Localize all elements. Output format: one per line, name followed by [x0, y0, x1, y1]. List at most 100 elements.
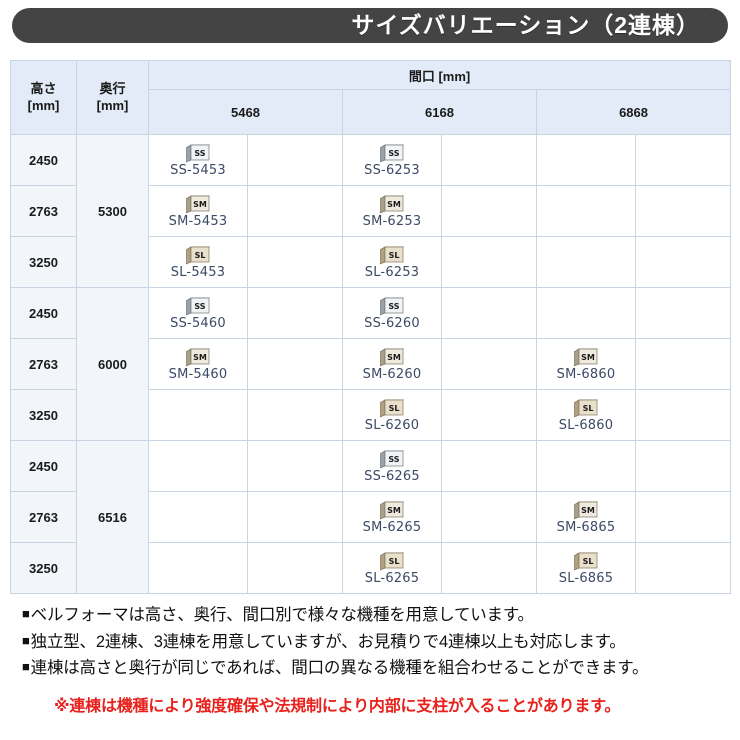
- cell-model[interactable]: SL SL-6860: [536, 389, 636, 441]
- greenhouse-ss-icon: SS: [380, 143, 404, 163]
- square-bullet-icon: ■: [22, 632, 30, 648]
- greenhouse-sl-icon: SL: [186, 245, 210, 265]
- cell-model[interactable]: SL SL-6253: [342, 236, 442, 288]
- cell-spacer: [441, 389, 537, 441]
- cell-model[interactable]: SL SL-6865: [536, 542, 636, 594]
- model-code: SS-6265: [364, 468, 420, 484]
- cell-model[interactable]: SS SS-6265: [342, 440, 442, 492]
- svg-text:SL: SL: [583, 404, 594, 413]
- cell-spacer: [247, 134, 343, 186]
- cell-model[interactable]: SM SM-6265: [342, 491, 442, 543]
- cell-spacer: [247, 440, 343, 492]
- svg-text:SM: SM: [193, 200, 207, 209]
- warning-note: ※連棟は機種により強度確保や法規制により内部に支柱が入ることがあります。: [54, 698, 621, 716]
- model-code: SM-6265: [362, 519, 422, 535]
- cell-model[interactable]: SS SS-6253: [342, 134, 442, 186]
- cell-model[interactable]: SS SS-5453: [148, 134, 248, 186]
- table-header-row-top: 高さ [mm] 奥行 [mm] 間口 [mm]: [10, 60, 732, 135]
- greenhouse-sl-icon: SL: [574, 398, 598, 418]
- model-code: SM-6260: [362, 366, 422, 382]
- size-variation-table: 高さ [mm] 奥行 [mm] 間口 [mm] 5468 6168 6868 2…: [10, 60, 732, 594]
- model-code: SL-6260: [364, 417, 420, 433]
- cell-spacer: [634, 389, 732, 441]
- greenhouse-sm-icon: SM: [574, 347, 598, 367]
- table-head: 高さ [mm] 奥行 [mm] 間口 [mm] 5468 6168 6868: [10, 60, 732, 135]
- cell-empty: [148, 491, 248, 543]
- cell-spacer: [247, 389, 343, 441]
- cell-spacer: [441, 440, 537, 492]
- table-row: 2450 6000 SS SS-5460 SS SS-6260: [10, 287, 732, 441]
- table-row: 3250 SL SL-5453 SL SL-6253: [10, 236, 732, 288]
- square-bullet-icon: ■: [22, 606, 30, 621]
- cell-spacer: [247, 491, 343, 543]
- svg-text:SM: SM: [387, 200, 401, 209]
- cell-spacer: [441, 185, 537, 237]
- cell-model[interactable]: SM SM-6865: [536, 491, 636, 543]
- svg-text:SS: SS: [194, 149, 205, 158]
- model-code: SM-6860: [556, 366, 616, 382]
- cell-height: 2763: [10, 185, 77, 237]
- header-width-6168: 6168: [342, 89, 537, 135]
- cell-spacer: [634, 338, 732, 390]
- cell-model[interactable]: SS SS-6260: [342, 287, 442, 339]
- cell-spacer: [634, 440, 732, 492]
- cell-spacer: [441, 338, 537, 390]
- greenhouse-sm-icon: SM: [574, 500, 598, 520]
- cell-spacer: [634, 185, 732, 237]
- cell-model[interactable]: SL SL-6265: [342, 542, 442, 594]
- greenhouse-sm-icon: SM: [380, 500, 404, 520]
- cell-model[interactable]: SL SL-6260: [342, 389, 442, 441]
- cell-model[interactable]: SM SM-6260: [342, 338, 442, 390]
- model-code: SM-6865: [556, 519, 616, 535]
- svg-text:SM: SM: [387, 353, 401, 362]
- cell-spacer: [634, 491, 732, 543]
- table-row: 2450 6516 SS SS-6265: [10, 440, 732, 594]
- table-row: 2763 SM SM-6265 SM SM-6865: [10, 491, 732, 543]
- model-code: SS-6253: [364, 162, 420, 178]
- svg-text:SL: SL: [583, 557, 594, 566]
- cell-model[interactable]: SM SM-5453: [148, 185, 248, 237]
- cell-empty: [148, 389, 248, 441]
- cell-model[interactable]: SM SM-5460: [148, 338, 248, 390]
- cell-height: 3250: [10, 236, 77, 288]
- cell-model[interactable]: SL SL-5453: [148, 236, 248, 288]
- cell-empty: [148, 440, 248, 492]
- svg-text:SM: SM: [581, 353, 595, 362]
- note-text: 独立型、2連棟、3連棟を用意していますが、お見積りで4連棟以上も対応します。: [30, 632, 626, 651]
- greenhouse-ss-icon: SS: [380, 449, 404, 469]
- greenhouse-ss-icon: SS: [186, 143, 210, 163]
- header-depth-label-line2: [mm]: [96, 97, 129, 113]
- cell-empty: [148, 542, 248, 594]
- table-row: 3250 SL SL-6260 SL SL-6860: [10, 389, 732, 441]
- model-code: SL-6253: [364, 264, 420, 280]
- cell-spacer: [634, 134, 732, 186]
- header-width-5468: 5468: [148, 89, 343, 135]
- square-bullet-icon: ■: [22, 659, 30, 675]
- model-code: SL-5453: [170, 264, 226, 280]
- cell-spacer: [247, 185, 343, 237]
- svg-text:SS: SS: [194, 302, 205, 311]
- model-code: SM-6253: [362, 213, 422, 229]
- cell-height: 3250: [10, 389, 77, 441]
- cell-height: 2450: [10, 287, 77, 339]
- cell-height: 2763: [10, 491, 77, 543]
- cell-spacer: [441, 542, 537, 594]
- cell-model[interactable]: SM SM-6860: [536, 338, 636, 390]
- page-title: サイズバリエーション（2連棟）: [351, 12, 700, 38]
- cell-model[interactable]: SM SM-6253: [342, 185, 442, 237]
- note-text: 連棟は高さと奥行が同じであれば、間口の異なる機種を組合わせることができます。: [30, 659, 649, 678]
- table-row: 2450 5300 SS SS-5453 SS SS-6253: [10, 134, 732, 288]
- model-code: SL-6860: [558, 417, 614, 433]
- header-height-label-line1: 高さ: [30, 81, 57, 97]
- table-row: 2763 SM SM-5453 SM SM-6253: [10, 185, 732, 237]
- cell-model[interactable]: SS SS-5460: [148, 287, 248, 339]
- greenhouse-ss-icon: SS: [380, 296, 404, 316]
- greenhouse-sl-icon: SL: [574, 551, 598, 571]
- cell-empty: [536, 236, 636, 288]
- note-line: ■独立型、2連棟、3連棟を用意していますが、お見積りで4連棟以上も対応します。: [22, 629, 740, 656]
- greenhouse-sm-icon: SM: [380, 347, 404, 367]
- svg-text:SL: SL: [389, 404, 400, 413]
- note-line: ■ベルフォーマは高さ、奥行、間口別で様々な機種を用意しています。: [22, 602, 740, 629]
- cell-spacer: [634, 287, 732, 339]
- cell-height: 3250: [10, 542, 77, 594]
